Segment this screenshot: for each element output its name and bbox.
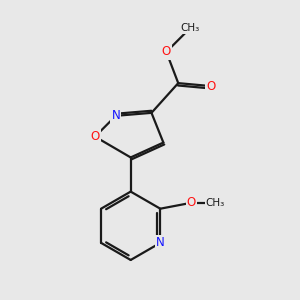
Text: O: O xyxy=(90,130,100,143)
Text: CH₃: CH₃ xyxy=(206,198,225,208)
Text: N: N xyxy=(111,109,120,122)
Text: O: O xyxy=(162,45,171,58)
Text: N: N xyxy=(156,236,165,249)
Text: CH₃: CH₃ xyxy=(181,23,200,33)
Text: O: O xyxy=(187,196,196,209)
Text: O: O xyxy=(206,80,216,93)
